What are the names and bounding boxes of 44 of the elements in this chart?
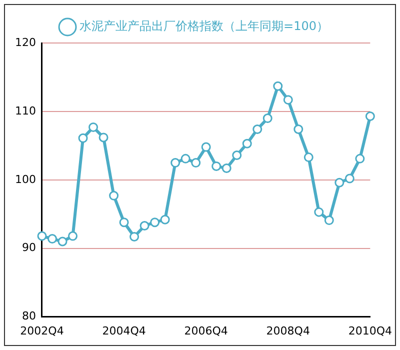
- x-tick-label: 2010Q4: [348, 324, 392, 338]
- y-tick-label: 100: [14, 172, 36, 186]
- point: [98, 132, 108, 142]
- point: [242, 138, 252, 148]
- point: [365, 111, 375, 121]
- point: [119, 218, 129, 228]
- y-tick-label: 120: [14, 36, 36, 49]
- point: [344, 174, 354, 184]
- point: [191, 158, 201, 168]
- point: [324, 216, 334, 226]
- y-tick-label: 80: [22, 310, 36, 323]
- point: [78, 133, 88, 143]
- point: [262, 114, 272, 124]
- point: [180, 154, 190, 164]
- y-tick-label: 110: [14, 104, 36, 118]
- point: [58, 236, 68, 246]
- legend-label: 水泥产业产品出厂价格指数（上年同期=100）: [80, 19, 328, 34]
- x-tick-label: 2004Q4: [102, 324, 146, 338]
- point: [294, 124, 304, 134]
- point: [222, 164, 232, 174]
- point: [334, 178, 344, 188]
- point: [212, 161, 222, 171]
- y-tick-label: 90: [22, 241, 36, 254]
- point: [68, 231, 78, 241]
- point: [170, 158, 180, 168]
- point: [201, 142, 211, 152]
- point: [304, 152, 314, 162]
- x-tick-label: 2008Q4: [266, 324, 310, 338]
- point: [130, 232, 140, 242]
- point: [273, 81, 283, 91]
- point: [160, 214, 170, 224]
- point: [48, 234, 57, 244]
- point: [355, 154, 365, 164]
- x-tick-label: 2002Q4: [20, 324, 64, 338]
- x-tick-label: 2006Q4: [184, 324, 228, 338]
- point: [88, 122, 98, 132]
- point: [37, 231, 47, 241]
- point: [314, 207, 324, 217]
- point: [150, 218, 160, 228]
- point: [140, 221, 150, 231]
- point: [109, 190, 119, 200]
- point: [232, 150, 242, 160]
- point: [252, 124, 262, 134]
- point: [283, 95, 293, 105]
